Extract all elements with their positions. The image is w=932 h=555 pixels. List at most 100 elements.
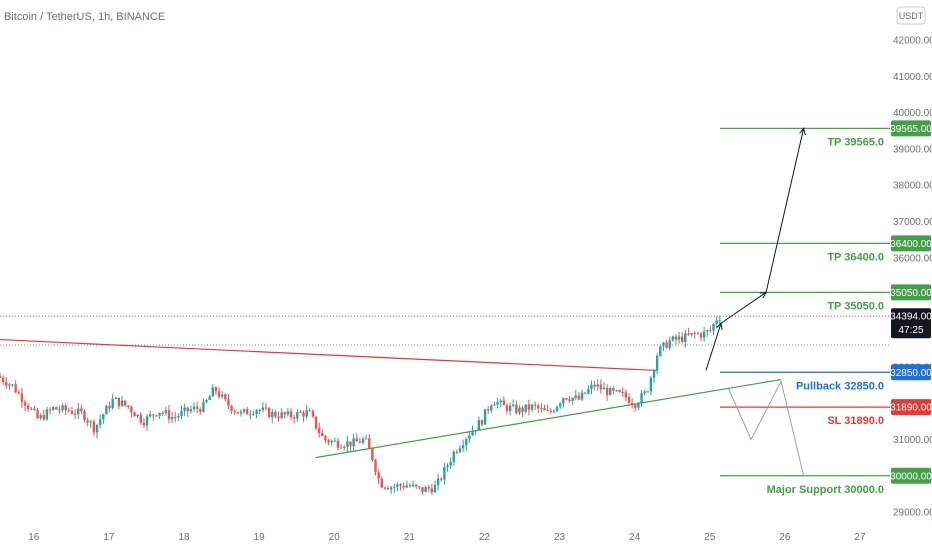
candle-body — [308, 410, 312, 412]
candle-body — [446, 465, 449, 468]
candle-body — [186, 407, 189, 412]
x-tick-label: 24 — [629, 532, 641, 543]
candle-body — [615, 390, 618, 392]
candle-body — [537, 405, 540, 409]
candle-body — [706, 330, 709, 332]
candle-body — [55, 407, 58, 410]
candle-body — [621, 391, 624, 393]
current-price-tag: 34394.00 — [890, 312, 932, 323]
candle-body — [108, 405, 111, 409]
candle-body — [505, 405, 509, 412]
candle-body — [117, 397, 121, 407]
candle-body — [449, 461, 452, 466]
candle-body — [643, 391, 646, 394]
candle-body — [408, 485, 412, 487]
candle-body — [493, 404, 496, 406]
x-tick-label: 21 — [404, 532, 416, 543]
candle-body — [80, 408, 83, 412]
candle-body — [715, 320, 718, 324]
candle-body — [393, 486, 396, 488]
candle-body — [130, 406, 133, 413]
candle-body — [5, 382, 8, 386]
price-tag-background — [891, 284, 931, 301]
candle-body — [155, 415, 158, 417]
x-tick-label: 25 — [704, 532, 716, 543]
candle-body — [468, 435, 471, 440]
candle-body — [249, 414, 252, 416]
candle-body — [364, 438, 368, 440]
candle-body — [48, 409, 52, 411]
candle-body — [630, 402, 634, 405]
candle-body — [555, 406, 559, 412]
candle-body — [718, 319, 721, 321]
candle-body — [267, 408, 271, 418]
candle-body — [374, 460, 377, 473]
candle-body — [98, 419, 102, 425]
chart-title: Bitcoin / TetherUS, 1h, BINANCE — [4, 11, 165, 23]
candle-body — [546, 410, 549, 412]
y-tick-label: 31000.00 — [893, 435, 932, 446]
candle-body — [530, 404, 534, 410]
candle-body — [264, 407, 268, 409]
candle-body — [14, 384, 17, 393]
candle-body — [496, 402, 499, 405]
candle-body — [11, 384, 14, 386]
candle-body — [324, 436, 327, 441]
candle-body — [239, 411, 243, 414]
candle-body — [67, 410, 71, 412]
x-tick-label: 16 — [28, 532, 40, 543]
candle-body — [521, 407, 524, 412]
candle-body — [51, 407, 55, 410]
candle-body — [668, 340, 671, 348]
candle-body — [95, 424, 99, 433]
price-tag-background — [891, 399, 931, 416]
candle-body — [508, 405, 512, 412]
price-tag-background — [891, 467, 931, 484]
candle-body — [339, 447, 343, 449]
support-trendline — [315, 378, 782, 459]
candle-body — [524, 404, 527, 412]
currency-button[interactable]: USDT — [896, 6, 926, 25]
candle-body — [587, 389, 590, 394]
candle-body — [23, 402, 27, 406]
candle-body — [73, 413, 77, 415]
time-axis[interactable]: 16 17 18 19 20 21 22 23 24 25 26 27 — [28, 532, 866, 543]
candle-body — [36, 409, 39, 419]
candle-body — [665, 342, 668, 348]
candle-body — [415, 484, 418, 487]
candle-body — [311, 411, 315, 417]
candle-body — [139, 414, 143, 423]
candle-body — [380, 478, 383, 488]
candle-body — [158, 412, 161, 416]
candle-body — [152, 414, 155, 416]
level-label: SL 31890.0 — [827, 415, 884, 427]
price-tag: 30000.00 — [890, 471, 932, 482]
bullish-projection-arrow — [720, 292, 766, 324]
candle-body — [208, 396, 211, 401]
candle-body — [202, 402, 205, 412]
candle-body — [433, 485, 437, 493]
level-label: TP 36400.0 — [827, 251, 884, 263]
candle-body — [627, 397, 631, 403]
candle-body — [649, 377, 653, 392]
candle-body — [123, 400, 127, 406]
candle-body — [164, 410, 168, 414]
candle-body — [242, 409, 246, 412]
x-tick-label: 18 — [178, 532, 190, 543]
candle-body — [558, 403, 562, 407]
candle-body — [543, 408, 546, 411]
candle-body — [305, 410, 308, 417]
candle-body — [590, 384, 593, 390]
candle-body — [443, 467, 446, 480]
candle-body — [593, 384, 596, 387]
x-tick-label: 19 — [254, 532, 266, 543]
bullish-projection-arrow — [705, 323, 721, 371]
candle-body — [343, 446, 346, 448]
candle-body — [577, 395, 581, 400]
candle-body — [167, 410, 171, 420]
candle-body — [26, 405, 30, 410]
resistance-trendline — [0, 338, 658, 372]
candle-body — [142, 422, 146, 426]
